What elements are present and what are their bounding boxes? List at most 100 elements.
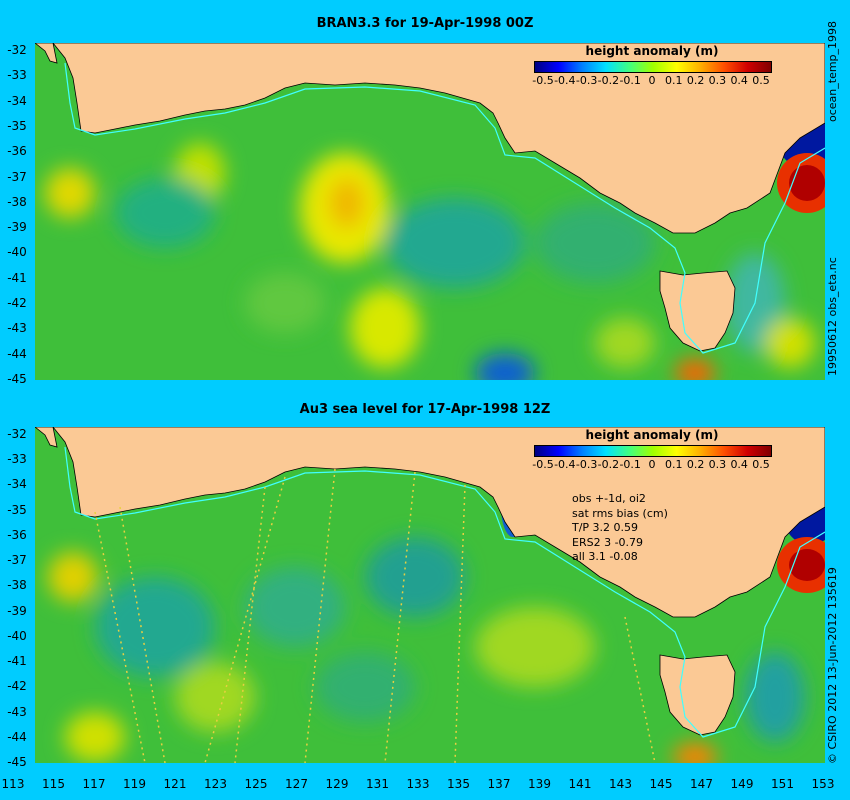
colorbar-2-title: height anomaly (m) xyxy=(585,428,719,442)
colorbar-2: height anomaly (m) -0.5 -0.4 -0.3 -0.2 -0.1 0… xyxy=(522,428,782,474)
map-1-svg xyxy=(35,43,825,380)
x-tick-label: 153 xyxy=(811,777,835,791)
y-tick-label: -34 xyxy=(7,477,27,492)
y-tick-label: -33 xyxy=(7,452,27,467)
x-tick-label: 125 xyxy=(244,777,268,791)
colorbar-tick-label: -0.5 xyxy=(532,74,554,87)
x-tick-label: 117 xyxy=(82,777,106,791)
y-tick-label: -43 xyxy=(7,321,27,336)
map-2-svg xyxy=(35,427,825,763)
y-tick-label: -39 xyxy=(7,603,27,618)
shelf-contour-1 xyxy=(64,62,825,354)
map-panel-1 xyxy=(35,43,825,380)
x-tick-label: 147 xyxy=(690,777,713,791)
anomaly-field-1 xyxy=(45,143,815,380)
y-tick-label: -39 xyxy=(7,220,27,235)
colorbar-tick-label: 0.4 xyxy=(730,458,748,471)
stats-line: sat rms bias (cm) xyxy=(572,506,668,520)
y-tick-label: -41 xyxy=(7,654,27,669)
y-tick-label: -45 xyxy=(7,755,27,769)
y-tick-label: -36 xyxy=(7,527,27,542)
x-tick-label: 141 xyxy=(568,777,592,791)
side-label-top: ocean_temp_1998 xyxy=(826,20,839,122)
stats-line: obs +-1d, oi2 xyxy=(572,492,646,505)
y-tick-label: -42 xyxy=(7,296,27,311)
y-tick-label: -40 xyxy=(7,628,27,643)
panel-1-title: BRAN3.3 for 19-Apr-1998 00Z xyxy=(316,16,534,31)
colorbar-tick-label: 0.1 xyxy=(665,74,683,87)
y-tick-label: -44 xyxy=(7,729,27,744)
colorbar-tick-label: -0.2 xyxy=(597,458,620,471)
colorbar-1-strip xyxy=(534,61,772,73)
map-panel-2 xyxy=(35,427,825,763)
x-tick-label: 131 xyxy=(366,777,389,791)
y-tick-label: -35 xyxy=(7,502,27,517)
colorbar-tick-label: -0.3 xyxy=(575,458,598,471)
x-tick-label: 135 xyxy=(447,777,470,791)
anomaly-field-2 xyxy=(48,537,805,763)
y-tick-label: -40 xyxy=(7,245,27,260)
x-tick-label: 139 xyxy=(528,777,551,791)
colorbar-tick-label: -0.2 xyxy=(597,74,620,87)
colorbar-tick-label: -0.5 xyxy=(532,458,554,471)
x-tick-label: 115 xyxy=(42,777,65,791)
y-tick-label: -37 xyxy=(7,169,27,184)
colorbar-1-title: height anomaly (m) xyxy=(585,44,719,58)
y-tick-label: -38 xyxy=(7,194,27,209)
x-tick-label: 143 xyxy=(609,777,632,791)
colorbar-tick-label: 0.4 xyxy=(730,74,748,87)
stats-block: obs +-1d, oi2 sat rms bias (cm) T/P 3.2 0.… xyxy=(572,492,668,565)
tasmania-1 xyxy=(659,270,736,352)
x-tick-label: 149 xyxy=(730,777,754,791)
y-tick-label: -38 xyxy=(7,578,27,593)
land-australia-1 xyxy=(35,43,825,234)
x-tick-label: 113 xyxy=(1,777,25,791)
stats-line: all 3.1 -0.08 xyxy=(572,550,638,563)
colorbar-tick-label: 0.1 xyxy=(665,458,683,471)
x-tick-label: 119 xyxy=(123,777,146,791)
colorbar-tick-label: 0.3 xyxy=(708,458,727,471)
colorbar-tick-label: 0.2 xyxy=(686,458,705,471)
colorbar-tick-label: -0.4 xyxy=(554,458,576,471)
satellite-tracks xyxy=(94,468,656,763)
y-tick-label: -45 xyxy=(7,372,27,386)
y-tick-label: -41 xyxy=(7,270,27,285)
side-label-1: 19950612 obs_eta.nc xyxy=(826,257,839,376)
colorbar-tick-label: -0.1 xyxy=(619,458,641,471)
x-tick-label: 129 xyxy=(325,777,349,791)
y-tick-label: -34 xyxy=(7,93,27,108)
y-tick-label: -35 xyxy=(7,118,27,133)
x-tick-label: 123 xyxy=(204,777,227,791)
x-tick-label: 133 xyxy=(406,777,430,791)
shelf-contour-2 xyxy=(64,446,825,738)
colorbar-tick-label: 0 xyxy=(648,74,656,87)
y-tick-label: -36 xyxy=(7,144,27,159)
stats-line: T/P 3.2 0.59 xyxy=(572,521,639,534)
colorbar-tick-label: -0.3 xyxy=(575,74,598,87)
colorbar-tick-label: -0.1 xyxy=(619,74,641,87)
x-tick-label: 151 xyxy=(771,777,794,791)
colorbar-tick-label: 0.5 xyxy=(752,458,770,471)
x-tick-label: 145 xyxy=(649,777,673,791)
y-tick-label: -44 xyxy=(7,346,27,361)
stats-line: ERS2 3 -0.79 xyxy=(572,535,644,549)
colorbar-tick-label: 0 xyxy=(648,458,656,471)
y-tick-label: -32 xyxy=(7,43,27,57)
colorbar-2-strip xyxy=(534,445,772,457)
y-tick-label: -33 xyxy=(7,68,27,83)
x-tick-label: 137 xyxy=(487,777,511,791)
tasmania-2 xyxy=(659,654,736,736)
colorbar-tick-label: -0.4 xyxy=(554,74,576,87)
side-label-2: © CSIRO 2012 13-Jun-2012 135619 xyxy=(826,567,839,764)
y-tick-label: -43 xyxy=(7,704,27,719)
y-tick-label: -42 xyxy=(7,679,27,694)
x-tick-label: 127 xyxy=(285,777,308,791)
colorbar-tick-label: 0.3 xyxy=(708,74,727,87)
y-tick-label: -37 xyxy=(7,553,27,568)
colorbar-1: height anomaly (m) -0.5 -0.4 -0.3 -0.2 -0.1 0… xyxy=(522,44,782,90)
panel-2-title: Au3 sea level for 17-Apr-1998 12Z xyxy=(299,402,551,417)
land-australia-2 xyxy=(35,427,825,618)
y-tick-label: -32 xyxy=(7,427,27,441)
x-tick-label: 121 xyxy=(163,777,187,791)
colorbar-tick-label: 0.2 xyxy=(686,74,705,87)
